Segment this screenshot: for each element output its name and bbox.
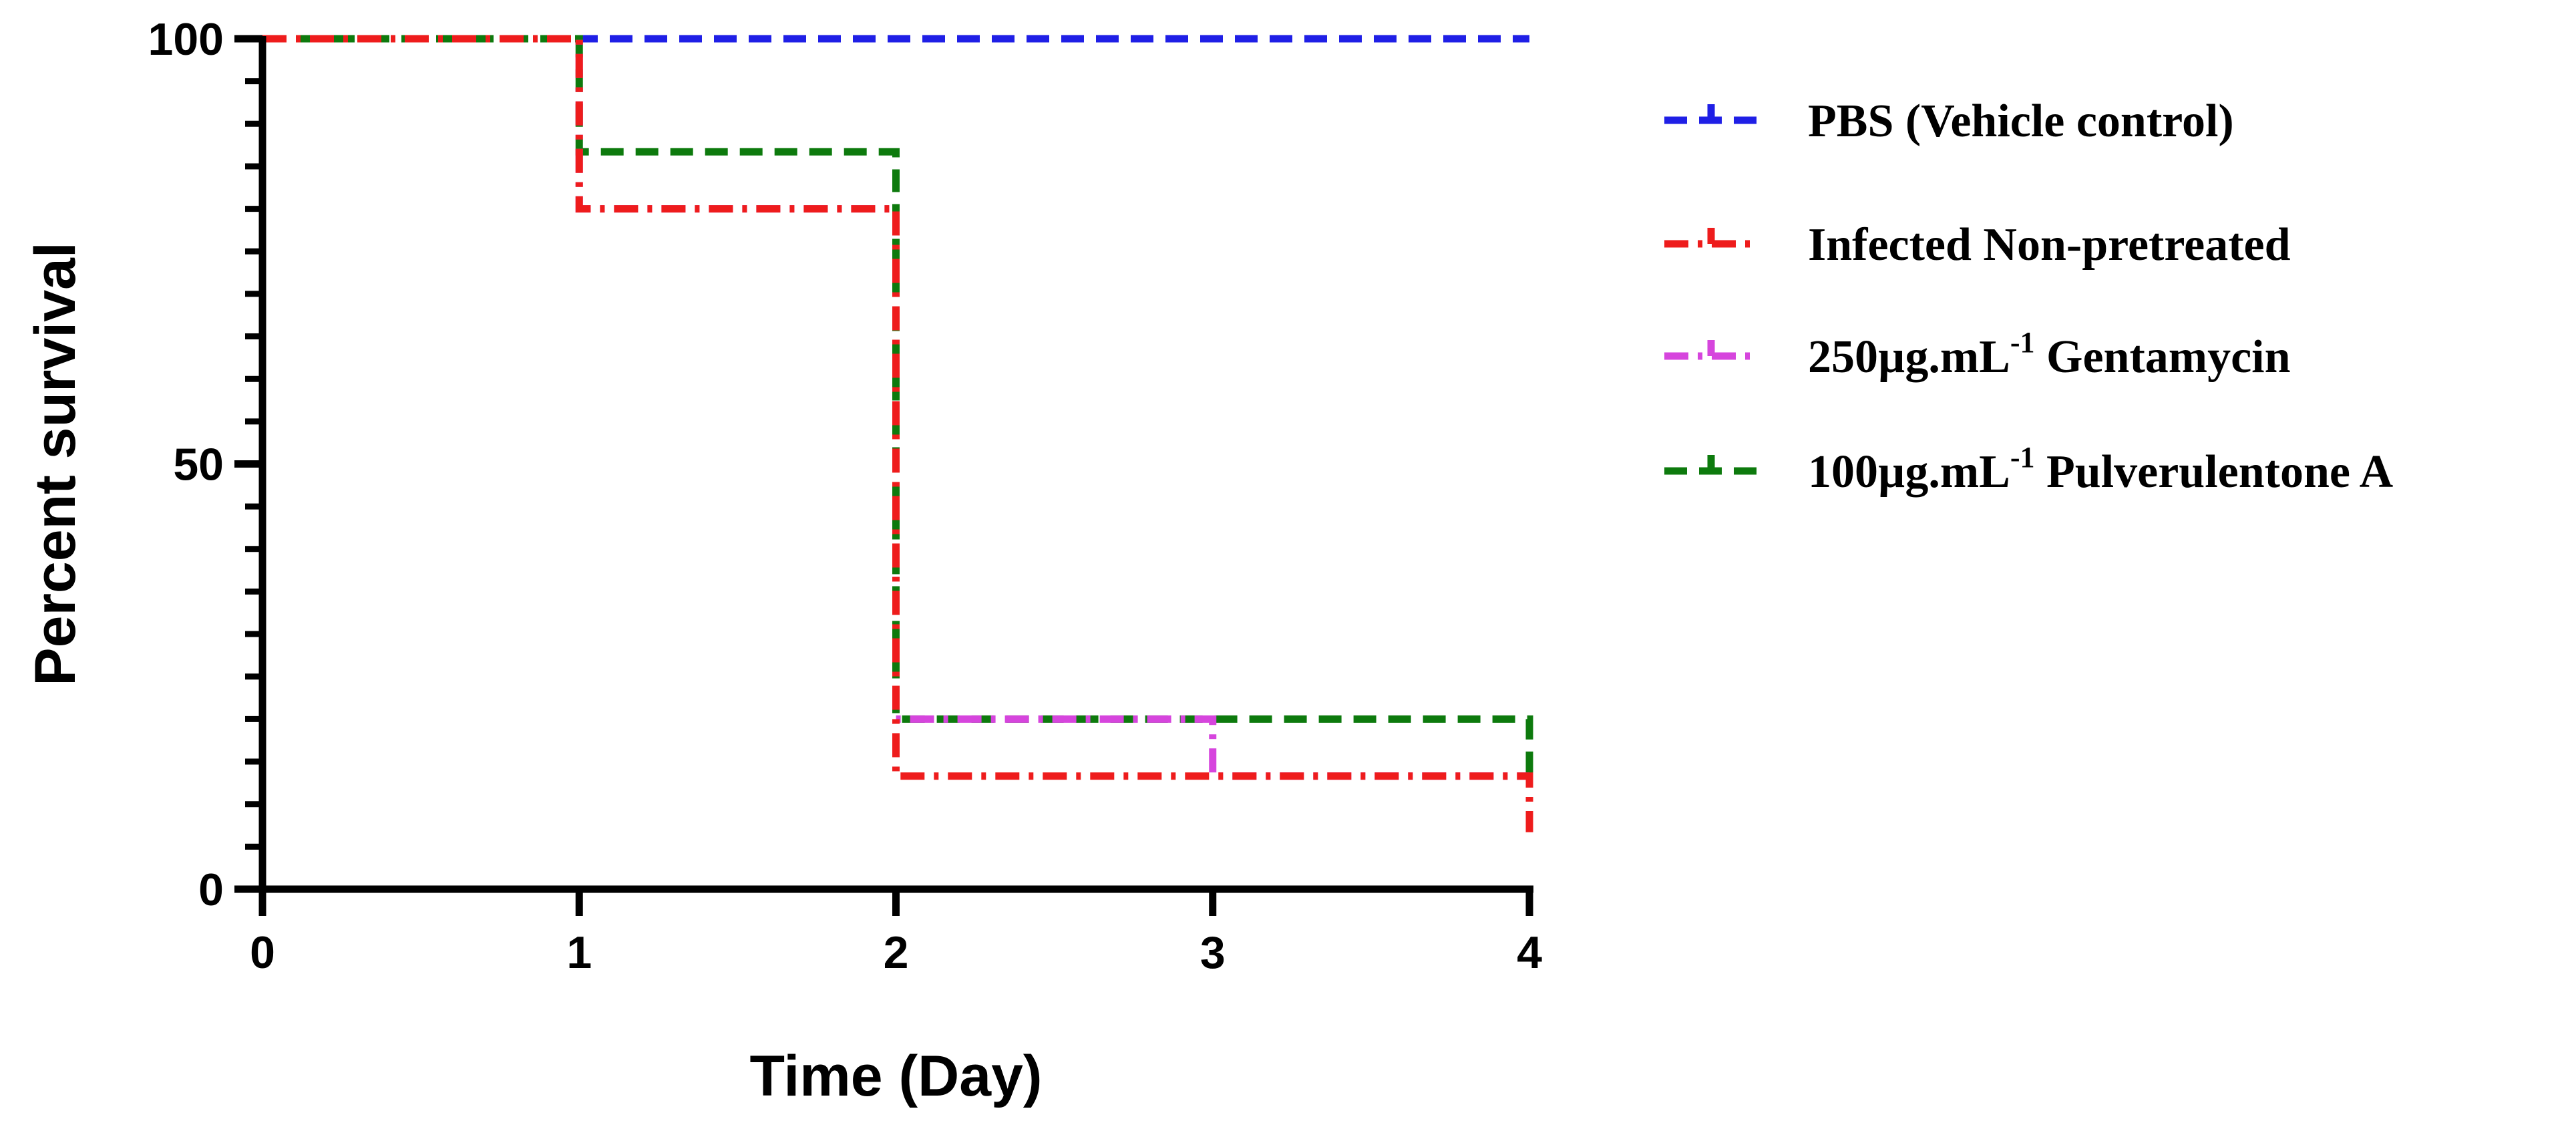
y-tick-label: 0 bbox=[198, 864, 224, 915]
legend-label-1: PBS (Vehicle control) bbox=[1808, 96, 2234, 147]
x-tick-label: 4 bbox=[1517, 927, 1542, 978]
x-axis-title: Time (Day) bbox=[749, 1044, 1042, 1108]
legend-label-4: 100µg.mL-1 Pulverulentone A bbox=[1808, 441, 2394, 498]
axes-layer bbox=[234, 35, 1533, 916]
series-layer bbox=[262, 35, 1533, 832]
y-tick-label: 100 bbox=[148, 14, 224, 65]
x-tick-label: 0 bbox=[250, 927, 275, 978]
y-tick-label: 50 bbox=[173, 440, 224, 490]
series-line-2 bbox=[262, 35, 1533, 832]
legend-label-2: Infected Non-pretreated bbox=[1808, 219, 2291, 271]
legend-label-3: 250µg.mL-1 Gentamycin bbox=[1808, 326, 2291, 383]
y-axis-title: Percent survival bbox=[23, 242, 87, 685]
x-tick-label: 2 bbox=[884, 927, 909, 978]
legend: PBS (Vehicle control) Infected Non-pretre… bbox=[1664, 96, 2394, 498]
tick-layer: 0 50 100 0 1 2 3 4 bbox=[148, 14, 1543, 978]
series-line-4 bbox=[262, 35, 1533, 776]
x-tick-label: 1 bbox=[566, 927, 592, 978]
x-tick-label: 3 bbox=[1200, 927, 1226, 978]
